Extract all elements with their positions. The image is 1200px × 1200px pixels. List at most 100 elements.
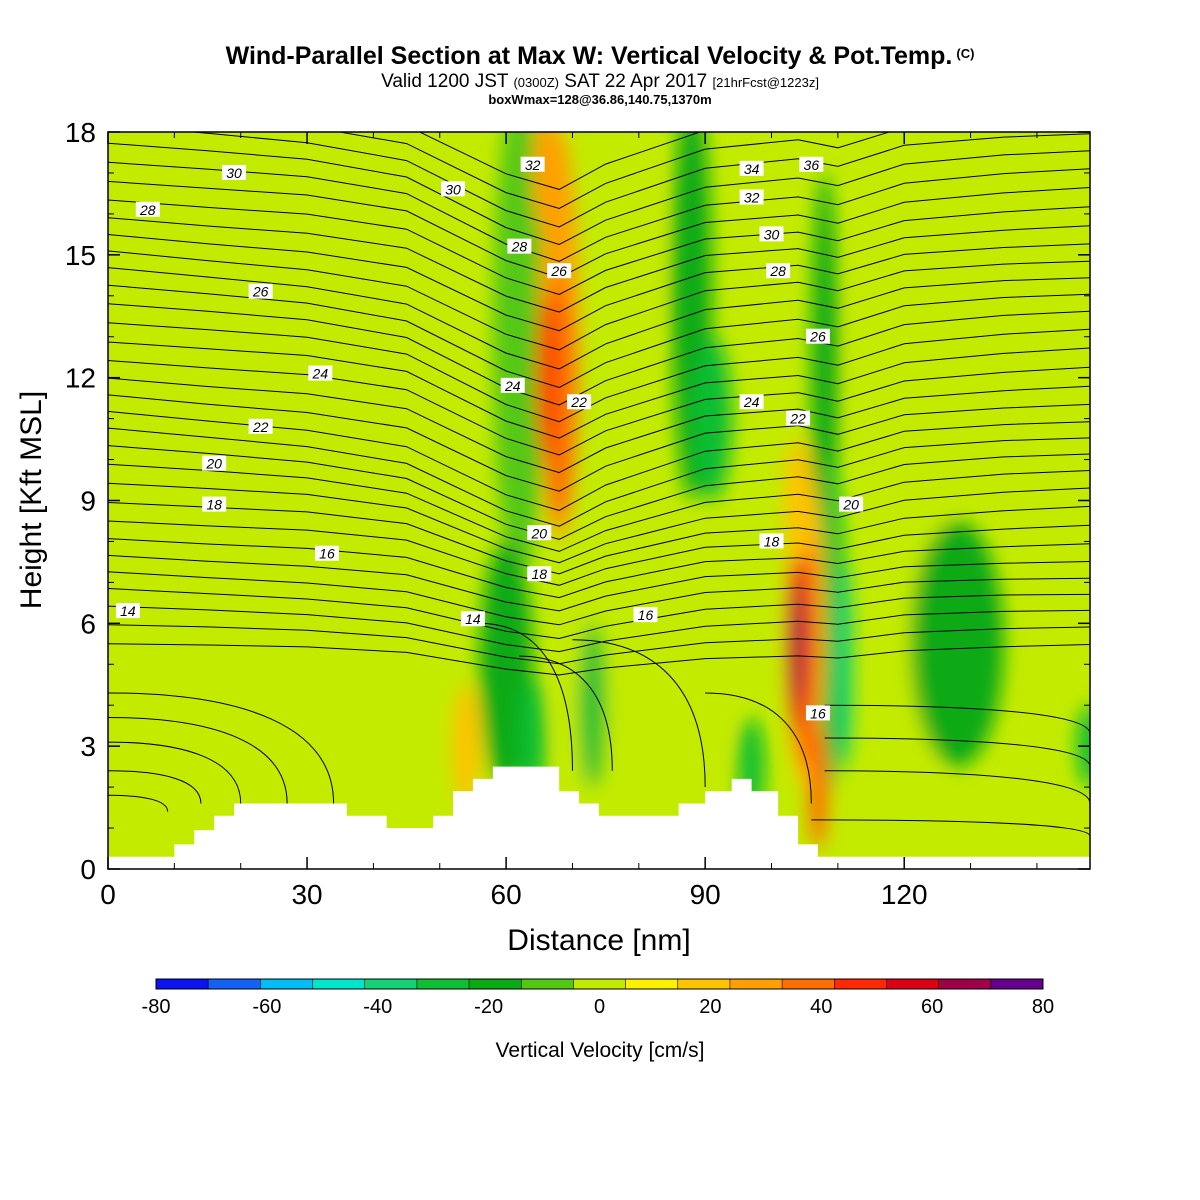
colorbar-tick-label: 80 <box>1032 996 1054 1018</box>
theta-contour-line <box>336 132 891 210</box>
theta-contour-line <box>108 502 1090 575</box>
colorbar-tick-label: -80 <box>142 996 171 1018</box>
theta-contour-line <box>519 655 613 771</box>
theta-contour-line <box>108 250 1090 351</box>
colorbar-swatch <box>156 979 209 989</box>
contour-label: 22 <box>248 418 273 435</box>
svg-text:20: 20 <box>842 497 859 513</box>
theta-contour-line <box>108 410 1090 511</box>
colorbar-tick-label: -20 <box>474 996 503 1018</box>
colorbar-tick-label: 40 <box>810 996 832 1018</box>
theta-contour-line <box>108 588 1090 640</box>
theta-contour-line <box>108 427 1090 527</box>
colorbar-tick-label: 0 <box>594 996 605 1018</box>
contour-label: 14 <box>115 603 140 619</box>
theta-contour-line <box>108 717 288 804</box>
theta-contour-labels: 30 28 30 32 34 36 32 30 28 28 26 26 26 24 24 24 22 22 22 20… <box>115 156 864 721</box>
svg-text:28: 28 <box>769 263 786 279</box>
theta-contour-line <box>108 377 1090 474</box>
theta-contours <box>108 132 1090 837</box>
colorbar-swatch <box>521 979 574 989</box>
svg-text:18: 18 <box>206 497 222 513</box>
theta-contour-line <box>108 770 202 804</box>
colorbar-swatch <box>938 979 992 989</box>
velocity-field <box>108 132 1090 869</box>
contour-label: 20 <box>839 496 864 513</box>
svg-text:22: 22 <box>252 419 269 435</box>
theta-contour-line <box>108 394 1090 492</box>
svg-text:20: 20 <box>530 525 547 541</box>
contour-label: 28 <box>135 201 160 218</box>
theta-contour-line <box>108 643 1090 676</box>
theta-contour-line <box>108 624 1090 665</box>
y-axis-label: Height [Kft MSL] <box>15 391 48 609</box>
contour-label: 20 <box>527 525 552 541</box>
colorbar-swatch <box>834 979 887 989</box>
theta-contour-line <box>108 161 1090 262</box>
svg-text:18: 18 <box>531 566 547 582</box>
theta-contour-line <box>108 284 1090 389</box>
theta-contour-line <box>108 180 1090 279</box>
contour-label: 28 <box>766 263 791 279</box>
theta-contour-line <box>108 234 1090 332</box>
theta-contour-line <box>108 322 1090 423</box>
copyright-mark: (C) <box>956 46 975 61</box>
contour-label: 22 <box>567 394 592 410</box>
theta-contour-line <box>479 622 573 771</box>
svg-text:16: 16 <box>638 607 654 623</box>
theta-contour-line <box>108 554 1090 612</box>
theta-contour-line <box>108 482 1090 564</box>
contour-label: 18 <box>202 496 227 513</box>
contour-label: 34 <box>739 160 764 177</box>
svg-text:26: 26 <box>252 284 269 300</box>
svg-text:32: 32 <box>744 190 760 206</box>
svg-text:22: 22 <box>570 394 587 410</box>
terrain-shape <box>108 766 1090 869</box>
svg-text:20: 20 <box>205 456 222 472</box>
colorbar-swatch <box>469 979 522 989</box>
box-info: boxWmax=128@36.86,140.75,1370m <box>488 92 712 107</box>
svg-text:22: 22 <box>789 411 806 427</box>
theta-contour-line <box>811 819 1090 837</box>
y-tick-label: 9 <box>80 486 96 517</box>
valid-date: SAT 22 Apr 2017 <box>564 71 708 92</box>
contour-label: 20 <box>202 455 227 472</box>
theta-contour-line <box>108 605 1090 653</box>
theta-contour-line <box>108 692 335 804</box>
theta-contour-line <box>572 639 706 788</box>
svg-text:16: 16 <box>810 705 826 721</box>
x-tick-label: 30 <box>291 879 322 910</box>
theta-contour-line <box>418 132 702 190</box>
svg-text:24: 24 <box>743 394 760 410</box>
contour-label: 36 <box>799 156 824 173</box>
contour-label: 24 <box>500 377 525 394</box>
valid-time: Valid 1200 JST <box>381 71 509 92</box>
theta-contour-line <box>108 303 1090 406</box>
terrain-mask <box>108 766 1090 869</box>
contour-label: 26 <box>805 328 830 345</box>
y-tick-label: 3 <box>80 731 96 762</box>
theta-contour-line <box>824 770 1090 804</box>
colorbar-swatch <box>573 979 627 989</box>
y-tick-label: 18 <box>65 117 96 148</box>
svg-text:14: 14 <box>465 611 481 627</box>
theta-contour-line <box>108 571 1090 626</box>
colorbar-tick-label: 60 <box>921 996 943 1018</box>
x-axis-label: Distance [nm] <box>507 924 690 957</box>
svg-text:28: 28 <box>511 239 528 255</box>
colorbar-swatch <box>729 979 783 989</box>
svg-text:16: 16 <box>319 546 335 562</box>
x-tick-label: 90 <box>690 879 721 910</box>
theta-contour-line <box>824 704 1090 734</box>
theta-contour-line <box>108 794 169 812</box>
theta-contour-line <box>108 217 1090 313</box>
theta-contour-line <box>108 142 1090 246</box>
contour-label: 32 <box>739 189 764 206</box>
colorbar-frame <box>155 978 1044 990</box>
svg-text:26: 26 <box>550 263 567 279</box>
svg-text:26: 26 <box>809 329 826 345</box>
svg-text:18: 18 <box>764 533 780 549</box>
contour-label: 16 <box>633 607 658 623</box>
y-tick-label: 6 <box>80 608 96 639</box>
